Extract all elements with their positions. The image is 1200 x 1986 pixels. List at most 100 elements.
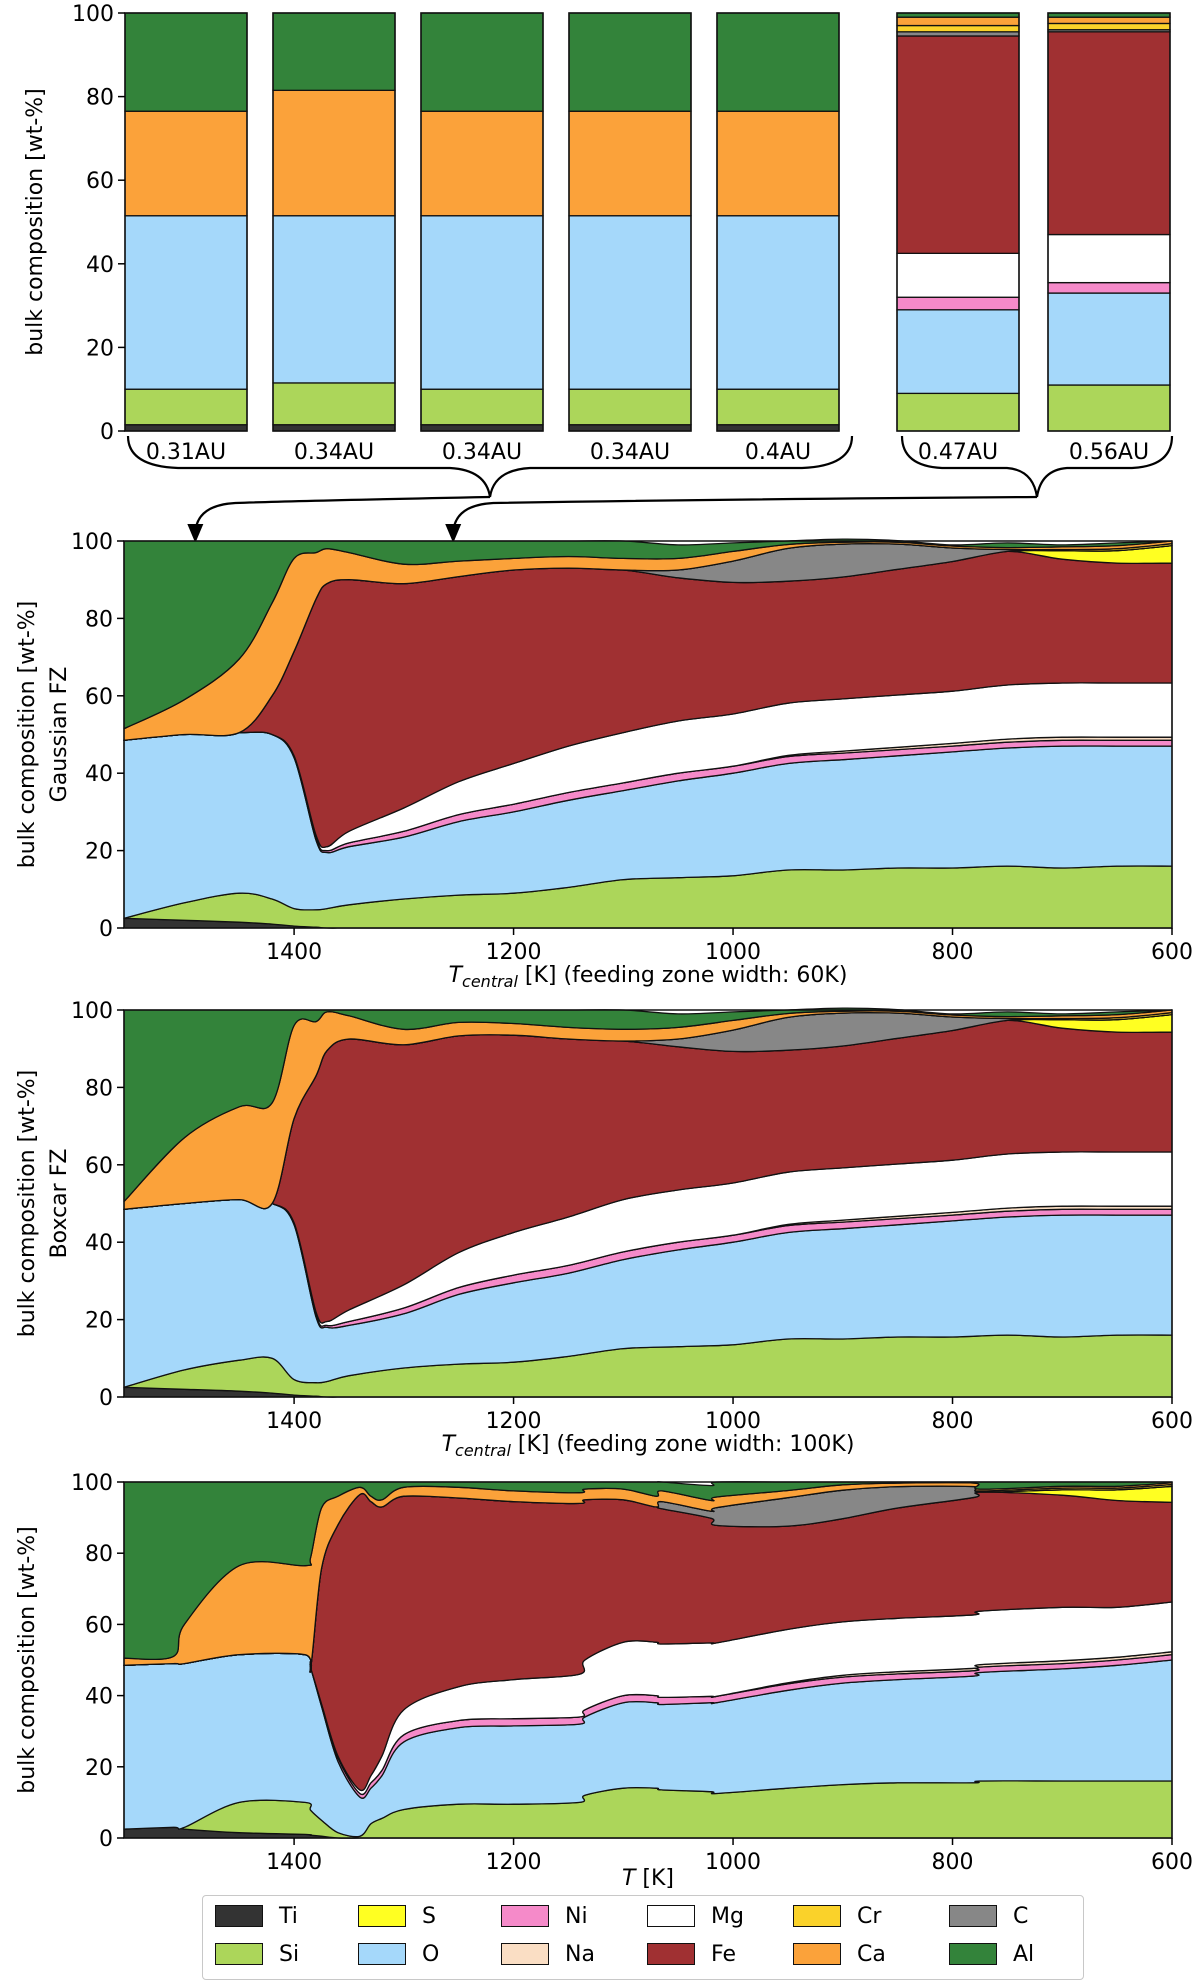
bar-frame xyxy=(124,12,248,432)
legend-label: Cr xyxy=(857,1903,882,1929)
bar-frame xyxy=(272,12,396,432)
bar-frame xyxy=(716,12,840,432)
y-tick-label: 100 xyxy=(72,2,114,27)
bar-segment-o xyxy=(716,215,840,390)
x-axis-label-main: T xyxy=(449,963,464,988)
x-tick-label: 600 xyxy=(1151,940,1193,965)
x-axis-label-sub: central xyxy=(462,972,518,991)
bar-segment-mg xyxy=(1047,233,1171,284)
bar-panel: 0.31AU 0.34AU 0.34AU 0.34AU 0.4AU 0.47AU 0.56A… xyxy=(23,2,1171,465)
bar-segment-o xyxy=(1047,292,1171,386)
legend-label: Si xyxy=(279,1941,300,1967)
bar-category-label: 0.34AU xyxy=(442,440,522,465)
x-tick-label: 1000 xyxy=(705,1409,761,1434)
x-tick-label: 1200 xyxy=(486,940,542,965)
bar-segment-si xyxy=(1047,384,1171,432)
y-tick-label: 60 xyxy=(85,1613,113,1638)
bar-segment-ca xyxy=(896,16,1020,27)
bar-segment-ca xyxy=(420,110,544,217)
temperature-panel: 0 20 40 60 80 100 1400 1200 1000 800 600 T [K] bulk … xyxy=(15,1471,1193,1891)
x-tick-label: 1400 xyxy=(266,940,322,965)
legend-swatch xyxy=(501,1905,549,1927)
arrowhead xyxy=(445,524,462,543)
bar-segment-o xyxy=(124,215,248,390)
x-tick-label: 800 xyxy=(932,1409,974,1434)
bar-category-label: 0.31AU xyxy=(146,440,226,465)
legend-swatch xyxy=(358,1905,406,1927)
bar-category-label: 0.34AU xyxy=(294,440,374,465)
plot-frame xyxy=(123,1481,1173,1839)
x-tick-label: 1400 xyxy=(266,1409,322,1434)
legend-swatch xyxy=(647,1943,695,1965)
bar-frame xyxy=(420,12,544,432)
legend: Ti S Ni Mg Cr C Si O Na Fe Ca Al xyxy=(202,1895,1084,1980)
y-tick-label: 0 xyxy=(99,917,113,942)
bar-category-label: 0.4AU xyxy=(745,440,811,465)
bar-segment-o xyxy=(420,215,544,390)
x-tick-label: 1200 xyxy=(486,1409,542,1434)
bar-segment-ca xyxy=(272,89,396,217)
legend-label: Mg xyxy=(711,1903,744,1929)
bar-segment-si xyxy=(568,388,692,426)
legend-swatch xyxy=(501,1943,549,1965)
y-tick-label: 60 xyxy=(86,169,114,194)
x-tick-label: 1000 xyxy=(705,940,761,965)
legend-swatch xyxy=(215,1943,263,1965)
plot-frame xyxy=(123,540,1173,929)
x-tick-label: 600 xyxy=(1151,1409,1193,1434)
bar-segment-o xyxy=(896,309,1020,395)
legend-swatch xyxy=(358,1943,406,1965)
y-tick-label: 0 xyxy=(99,1386,113,1411)
arrowhead xyxy=(187,524,204,543)
y-tick-label: 0 xyxy=(99,1827,113,1852)
legend-item-cr: Cr xyxy=(793,1901,881,1931)
y-tick-label: 40 xyxy=(85,762,113,787)
x-axis-label-rest: [K] xyxy=(635,1866,674,1891)
legend-label: S xyxy=(422,1903,436,1929)
legend-label: Ti xyxy=(279,1903,298,1929)
bar-category-label: 0.34AU xyxy=(590,440,670,465)
y-tick-label: 0 xyxy=(100,420,114,445)
y-tick-label: 60 xyxy=(85,685,113,710)
bar-category-label: 0.47AU xyxy=(918,440,998,465)
y-tick-label: 20 xyxy=(86,336,114,361)
bar-segment-ti xyxy=(272,424,396,432)
bar-segment-o xyxy=(272,215,396,384)
bar-segment-si xyxy=(716,388,840,426)
x-tick-label: 1000 xyxy=(705,1850,761,1875)
legend-item-fe: Fe xyxy=(647,1939,736,1969)
legend-item-ti: Ti xyxy=(215,1901,298,1931)
bar-segment-o xyxy=(568,215,692,390)
bar-frame xyxy=(1047,12,1171,432)
legend-item-ca: Ca xyxy=(793,1939,886,1969)
legend-swatch xyxy=(215,1905,263,1927)
y-axis-label-2: Gaussian FZ xyxy=(47,667,72,803)
bar-segment-ca xyxy=(124,110,248,217)
y-axis-label: bulk composition [wt-%] xyxy=(23,88,48,356)
x-axis-label-main: T xyxy=(622,1866,637,1891)
legend-item-si: Si xyxy=(215,1939,299,1969)
y-tick-label: 100 xyxy=(71,999,113,1024)
x-tick-label: 600 xyxy=(1151,1850,1193,1875)
x-axis-label: Tcentral [K] (feeding zone width: 100K) xyxy=(442,1432,855,1460)
y-tick-label: 100 xyxy=(71,1471,113,1496)
x-tick-label: 1400 xyxy=(266,1850,322,1875)
y-tick-label: 40 xyxy=(85,1231,113,1256)
y-tick-label: 60 xyxy=(85,1154,113,1179)
bar-segment-al xyxy=(568,12,692,112)
bar-segment-ni xyxy=(1047,281,1171,294)
bar-segment-ti xyxy=(716,424,840,432)
legend-item-mg: Mg xyxy=(647,1901,744,1931)
legend-label: Ca xyxy=(857,1941,886,1967)
x-axis-label-main: T xyxy=(442,1432,457,1457)
legend-item-o: O xyxy=(358,1939,439,1969)
y-tick-label: 80 xyxy=(85,1076,113,1101)
x-axis-label-rest: [K] (feeding zone width: 60K) xyxy=(518,963,847,988)
bar-segment-cr xyxy=(1047,22,1171,31)
y-tick-label: 20 xyxy=(85,1309,113,1334)
bar-segment-al xyxy=(420,12,544,112)
legend-label: Al xyxy=(1013,1941,1035,1967)
legend-swatch xyxy=(647,1905,695,1927)
bar-segment-ti xyxy=(420,424,544,432)
